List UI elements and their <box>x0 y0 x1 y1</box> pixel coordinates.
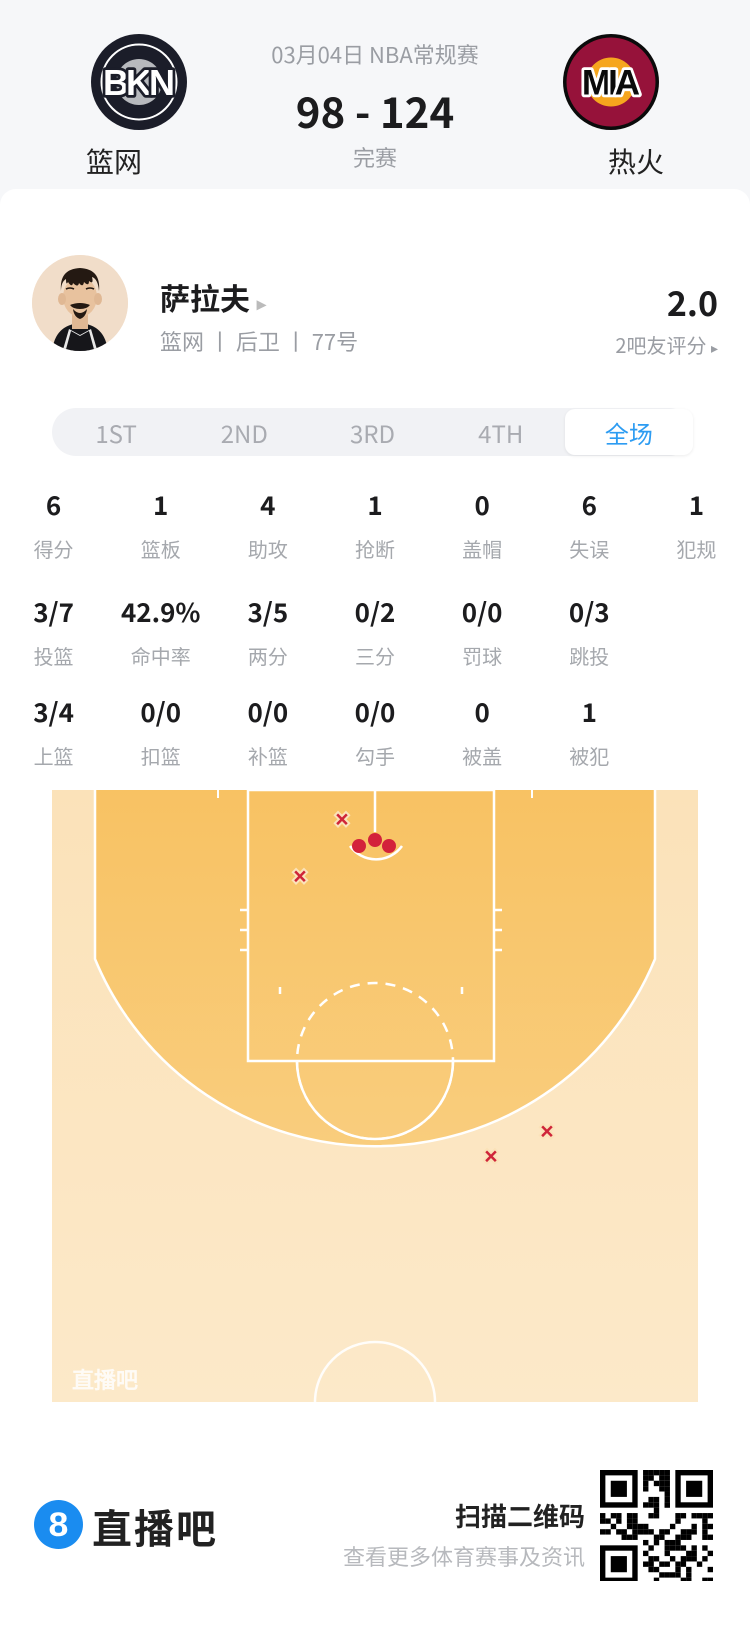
svg-text:×: × <box>484 1143 497 1169</box>
svg-text:直播吧: 直播吧 <box>72 1368 138 1393</box>
svg-text:×: × <box>293 863 306 889</box>
svg-text:×: × <box>540 1118 553 1144</box>
svg-text:×: × <box>335 806 348 832</box>
